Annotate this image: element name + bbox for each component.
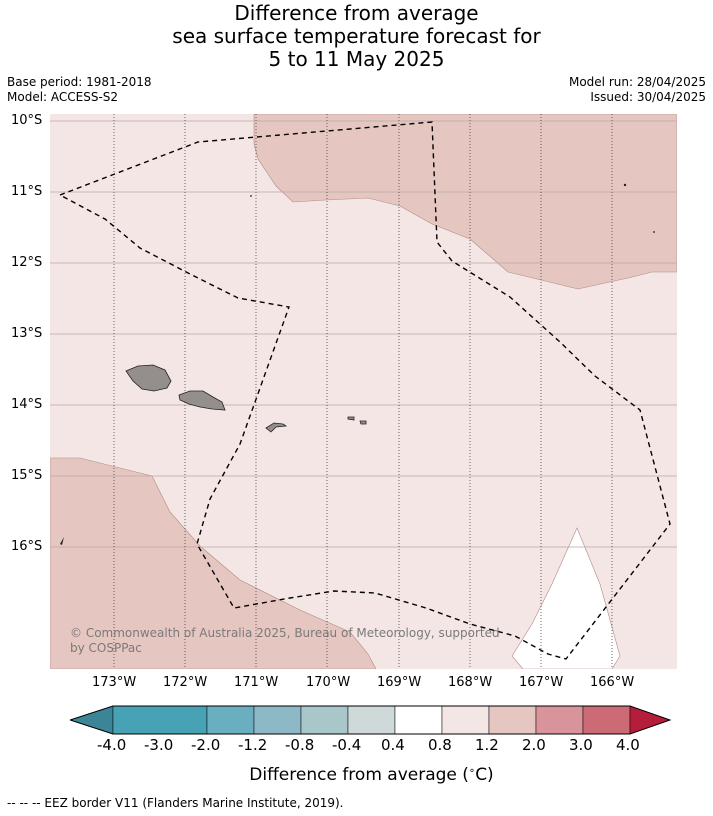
manua-island-1 [347, 416, 355, 421]
lat-label-14s: 14°S [11, 397, 43, 412]
issued-date: Issued: 30/04/2025 [590, 90, 706, 104]
latitude-gridlines [50, 120, 677, 548]
lon-label-172w: 172°W [163, 675, 208, 690]
longitude-gridlines [113, 114, 613, 669]
colorbar-segment-6 [394, 705, 443, 735]
manua-island-2 [359, 420, 367, 425]
colorbar-segment-1 [112, 705, 208, 735]
map-title-line1: Difference from average [234, 1, 479, 25]
base-period: Base period: 1981-2018 [7, 75, 152, 89]
upolu-island [178, 390, 226, 411]
eez-footnote: -- -- -- EEZ border V11 (Flanders Marine… [7, 796, 344, 810]
lat-label-11s: 11°S [11, 184, 43, 199]
band-neutral-southeast [511, 527, 621, 669]
colorbar-title: Difference from average (∘C) [249, 765, 494, 785]
colorbar-segment-0 [70, 705, 114, 735]
lat-label-16s: 16°S [11, 539, 43, 554]
band-0.8-1.2-southwest [50, 457, 377, 669]
cb-tick-9: 2.0 [522, 736, 546, 754]
lon-label-173w: 173°W [92, 675, 137, 690]
colorbar [70, 705, 672, 735]
atoll-3 [250, 195, 252, 197]
atoll-1 [623, 183, 627, 187]
cb-tick-3: -1.2 [238, 736, 268, 754]
lat-label-12s: 12°S [11, 255, 43, 270]
cb-tick-4: -0.8 [285, 736, 315, 754]
meta-right: Model run: 28/04/2025 Issued: 30/04/2025 [569, 75, 706, 105]
atoll-2 [653, 231, 655, 233]
colorbar-segment-2 [206, 705, 255, 735]
cb-tick-6: 0.4 [381, 736, 405, 754]
model-run: Model run: 28/04/2025 [568, 75, 706, 89]
cb-tick-0: -4.0 [97, 736, 127, 754]
sst-anomaly-map [50, 114, 677, 669]
lat-label-13s: 13°S [11, 326, 43, 341]
atoll-4 [60, 537, 64, 545]
colorbar-outline [70, 705, 672, 735]
colorbar-segment-10 [582, 705, 631, 735]
cb-tick-11: 4.0 [616, 736, 640, 754]
colorbar-segment-3 [253, 705, 302, 735]
map-title-line3: 5 to 11 May 2025 [268, 47, 445, 71]
colorbar-segment-9 [535, 705, 584, 735]
colorbar-title-unit: C) [475, 765, 494, 785]
colorbar-segment-4 [300, 705, 349, 735]
savaii-island [125, 364, 172, 392]
band-0.8-1.2-northeast [253, 114, 677, 290]
lat-label-10s: 10°S [11, 113, 43, 128]
cb-tick-8: 1.2 [475, 736, 499, 754]
meta-left: Base period: 1981-2018 Model: ACCESS-S2 [7, 75, 152, 105]
model-name: Model: ACCESS-S2 [7, 90, 119, 104]
cb-tick-2: -2.0 [191, 736, 221, 754]
lon-label-167w: 167°W [519, 675, 564, 690]
lon-label-171w: 171°W [234, 675, 279, 690]
lat-label-15s: 15°S [11, 468, 43, 483]
lon-label-166w: 166°W [590, 675, 635, 690]
tutuila-island [265, 422, 288, 433]
lon-label-168w: 168°W [448, 675, 493, 690]
map-title-line2: sea surface temperature forecast for [172, 24, 541, 48]
cb-tick-10: 3.0 [569, 736, 593, 754]
cb-tick-1: -3.0 [144, 736, 174, 754]
cb-tick-7: 0.8 [428, 736, 452, 754]
colorbar-segment-5 [347, 705, 396, 735]
colorbar-title-text: Difference from average ( [249, 765, 469, 785]
colorbar-segment-7 [441, 705, 490, 735]
colorbar-segment-8 [488, 705, 537, 735]
eez-borders [58, 121, 671, 660]
cb-tick-5: -0.4 [332, 736, 362, 754]
colorbar-segment-11 [629, 705, 671, 735]
lon-label-170w: 170°W [306, 675, 351, 690]
lon-label-169w: 169°W [377, 675, 422, 690]
copyright-notice: © Commonwealth of Australia 2025, Bureau… [70, 626, 500, 655]
